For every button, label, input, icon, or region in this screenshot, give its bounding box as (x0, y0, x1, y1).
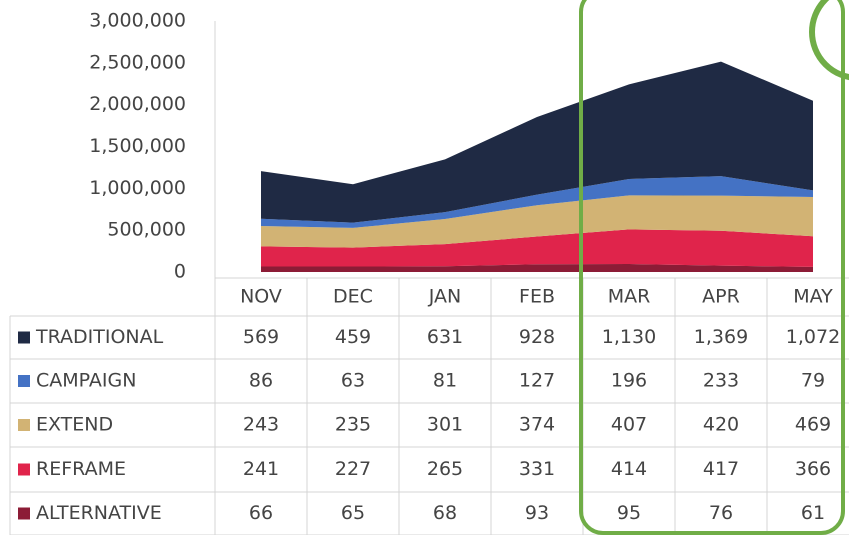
table-cell: 227 (335, 458, 371, 480)
legend-label: REFRAME (36, 458, 126, 480)
legend-swatch (18, 463, 30, 476)
y-tick-label: 1,500,000 (89, 135, 186, 157)
table-cell: 414 (611, 458, 647, 480)
table-cell: 63 (341, 370, 365, 392)
table-cell: 76 (709, 502, 733, 524)
table-cell: 469 (795, 414, 831, 436)
area (261, 176, 813, 228)
y-tick-label: 2,000,000 (89, 93, 186, 115)
area (261, 229, 813, 267)
table-cell: 1,130 (602, 326, 656, 348)
column-header: MAR (608, 286, 651, 308)
y-tick-label: 1,000,000 (89, 177, 186, 199)
table-cell: 95 (617, 502, 641, 524)
table-cell: 265 (427, 458, 463, 480)
table-cell: 631 (427, 326, 463, 348)
table-cell: 374 (519, 414, 555, 436)
legend-swatch (18, 331, 30, 344)
table-cell: 196 (611, 370, 647, 392)
table-cell: 331 (519, 458, 555, 480)
column-header: MAY (793, 286, 833, 308)
table-cell: 420 (703, 414, 739, 436)
table-cell: 68 (433, 502, 457, 524)
table-cell: 233 (703, 370, 739, 392)
y-tick-label: 2,500,000 (89, 51, 186, 73)
table-cell: 569 (243, 326, 279, 348)
column-header: DEC (333, 286, 373, 308)
area (261, 61, 813, 223)
table-cell: 366 (795, 458, 831, 480)
legend-label: ALTERNATIVE (36, 502, 162, 524)
highlight-circle (809, 0, 849, 81)
column-header: APR (702, 286, 740, 308)
column-header: NOV (240, 286, 282, 308)
area (261, 264, 813, 272)
table-cell: 407 (611, 414, 647, 436)
area (261, 195, 813, 248)
legend-label: EXTEND (36, 414, 113, 436)
table-cell: 235 (335, 414, 371, 436)
table-cell: 1,369 (694, 326, 748, 348)
table-cell: 301 (427, 414, 463, 436)
table-cell: 241 (243, 458, 279, 480)
legend-label: TRADITIONAL (35, 326, 164, 348)
table-cell: 86 (249, 370, 273, 392)
legend-swatch (18, 507, 30, 520)
table-cell: 81 (433, 370, 457, 392)
table-cell: 459 (335, 326, 371, 348)
column-header: FEB (519, 286, 555, 308)
legend-swatch (18, 375, 30, 387)
table-cell: 928 (519, 326, 555, 348)
table-cell: 127 (519, 370, 555, 392)
legend-swatch (18, 419, 30, 431)
column-header: JAN (428, 286, 461, 308)
table-cell: 1,072 (786, 326, 840, 348)
table-cell: 417 (703, 458, 739, 480)
table-cell: 61 (801, 502, 825, 524)
table-cell: 65 (341, 502, 365, 524)
legend-label: CAMPAIGN (36, 370, 136, 392)
table-cell: 93 (525, 502, 549, 524)
y-tick-label: 0 (174, 261, 186, 283)
y-tick-label: 3,000,000 (89, 10, 186, 32)
plot: 0 500,000 1,000,000 1,500,000 2,000,000 2,500… (9, 10, 849, 536)
highlight-frame (579, 0, 845, 535)
table-cell: 66 (249, 502, 273, 524)
table-cell: 79 (801, 370, 825, 392)
y-tick-label: 500,000 (107, 219, 186, 241)
table-cell: 243 (243, 414, 279, 436)
